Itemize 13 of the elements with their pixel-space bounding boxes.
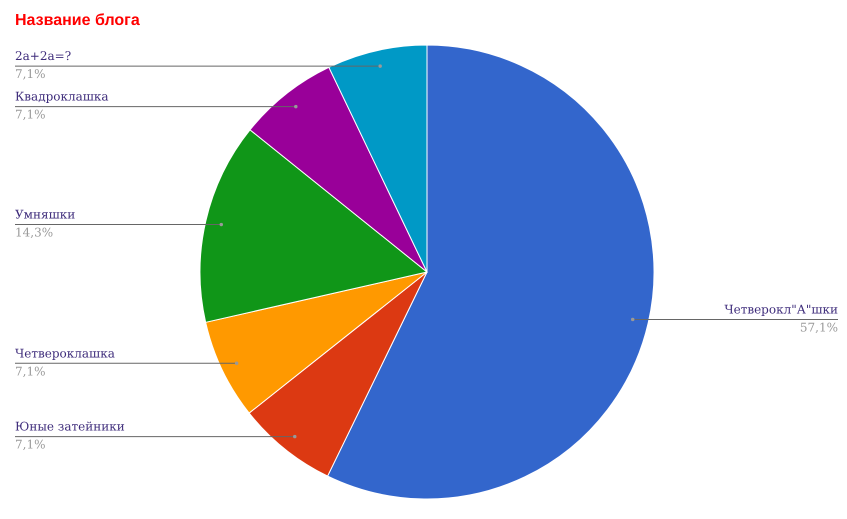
data-label: 14,3% (15, 226, 54, 240)
data-label: 7,1% (15, 108, 46, 122)
chart-title: Название блога (15, 12, 140, 29)
data-label: 7,1% (15, 67, 46, 82)
slice-label: Четвероклашка (15, 346, 115, 360)
slice-label: 2а+2а=? (15, 49, 72, 64)
slice-label: Юные затейники (15, 420, 125, 434)
data-label: 7,1% (15, 438, 46, 452)
slice-label: Четверокл"А"шки (724, 302, 838, 316)
slice-label: Квадроклашка (15, 90, 109, 104)
slice-label: Умняшки (15, 208, 76, 222)
data-label: 7,1% (15, 364, 46, 378)
data-label: 57,1% (800, 320, 838, 334)
